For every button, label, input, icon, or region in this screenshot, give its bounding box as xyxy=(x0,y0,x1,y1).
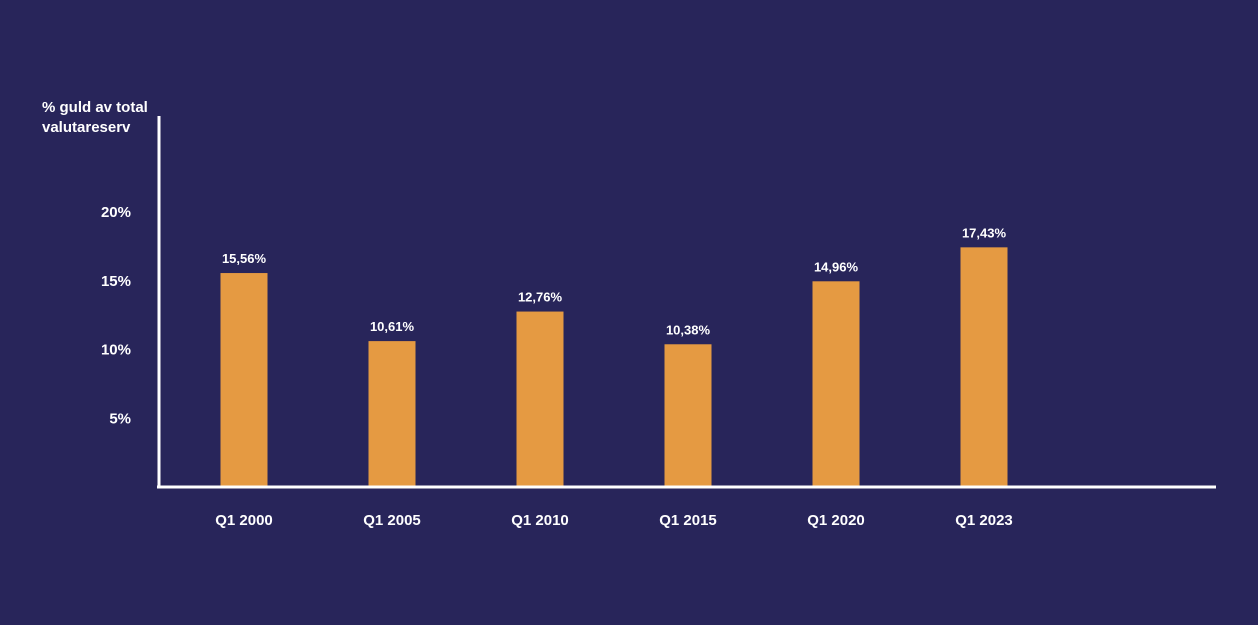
bar-value-label: 14,96% xyxy=(814,259,859,274)
bar-value-label: 10,38% xyxy=(666,322,711,337)
bar-value-label: 17,43% xyxy=(962,225,1007,240)
y-tick-label: 5% xyxy=(109,410,131,427)
bar-value-label: 12,76% xyxy=(518,290,563,305)
y-tick-label: 15% xyxy=(101,273,131,290)
bar xyxy=(664,344,712,487)
bar xyxy=(960,247,1008,487)
y-tick-label: 10% xyxy=(101,342,131,359)
bar xyxy=(220,273,268,487)
bar-value-label: 15,56% xyxy=(222,251,267,266)
bar-value-label: 10,61% xyxy=(370,319,415,334)
y-axis-label-line-1: % guld av total xyxy=(42,99,148,116)
x-tick-label: Q1 2023 xyxy=(955,512,1013,529)
y-axis-ticks: 5% 10% 15% 20% xyxy=(101,204,131,427)
value-labels: 15,56% 10,61% 12,76% 10,38% 14,96% 17,43% xyxy=(222,225,1007,337)
x-tick-label: Q1 2005 xyxy=(363,512,421,529)
bar xyxy=(812,281,860,487)
bar xyxy=(368,341,416,487)
x-tick-label: Q1 2015 xyxy=(659,512,717,529)
y-axis-label-line-2: valutareserv xyxy=(42,119,131,136)
y-tick-label: 20% xyxy=(101,204,131,221)
bars xyxy=(220,247,1008,487)
x-tick-label: Q1 2010 xyxy=(511,512,569,529)
x-tick-label: Q1 2020 xyxy=(807,512,865,529)
x-tick-label: Q1 2000 xyxy=(215,512,273,529)
bar xyxy=(516,311,564,487)
x-axis-tick-labels: Q1 2000 Q1 2005 Q1 2010 Q1 2015 Q1 2020 Q1 20… xyxy=(215,512,1013,529)
